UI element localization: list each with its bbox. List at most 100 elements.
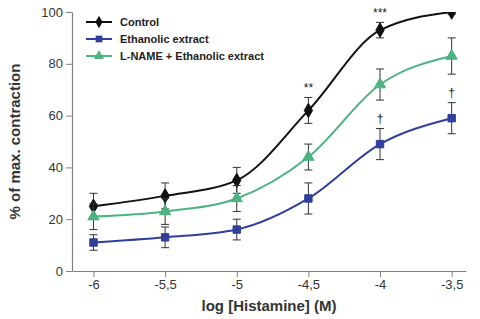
error-cap	[448, 74, 456, 75]
tick-mark	[66, 167, 72, 168]
plot-area: -6-5,5-5-4,5-4-3,5020406080100*****††Con…	[41, 5, 466, 293]
tick: 80	[49, 56, 72, 71]
tick-label: 40	[49, 160, 63, 175]
tick-mark	[237, 271, 238, 277]
tick-label: -5,5	[154, 277, 176, 292]
error-cap	[233, 211, 241, 212]
marker	[376, 23, 384, 37]
tick-mark	[66, 12, 72, 13]
x-axis-title: log [Histamine] (M)	[202, 297, 337, 314]
error-cap	[376, 100, 384, 101]
error-cap	[233, 219, 241, 220]
legend-label: Control	[120, 16, 159, 28]
error-bar	[376, 22, 384, 38]
error-bar	[376, 129, 384, 160]
tick-label: -4	[375, 277, 387, 292]
legend: Control Ethanolic extract L-NAME + Ethanol…	[86, 16, 264, 62]
error-cap	[304, 123, 312, 124]
error-cap	[89, 234, 97, 235]
error-cap	[376, 128, 384, 129]
marker	[161, 234, 168, 241]
error-cap	[448, 133, 456, 134]
series	[89, 103, 455, 251]
legend-label: Ethanolic extract	[120, 33, 209, 45]
legend-marker	[94, 50, 104, 59]
error-bar	[304, 97, 312, 123]
marker	[231, 192, 242, 202]
axis-line	[72, 13, 73, 272]
error-cap	[304, 97, 312, 98]
tick-label: 20	[49, 212, 63, 227]
chart: -6-5,5-5-4,5-4-3,5020406080100*****††Con…	[0, 0, 480, 319]
marker	[448, 114, 455, 121]
marker	[159, 205, 170, 215]
error-bar	[233, 219, 241, 240]
annotation: **	[304, 81, 314, 95]
series-line	[93, 12, 451, 206]
marker	[448, 12, 456, 19]
error-cap	[376, 68, 384, 69]
marker	[305, 195, 312, 202]
error-cap	[233, 239, 241, 240]
tick: -6	[88, 271, 100, 292]
tick-label: 80	[49, 56, 63, 71]
error-bar	[304, 183, 312, 214]
marker	[88, 210, 99, 220]
error-cap	[304, 214, 312, 215]
tick-mark	[66, 219, 72, 220]
annotation: †	[377, 112, 384, 126]
tick: 60	[49, 108, 72, 123]
annotation: ***	[373, 6, 387, 20]
error-cap	[161, 226, 169, 227]
tick-label: 60	[49, 108, 63, 123]
tick: -5	[231, 271, 243, 292]
tick-label: 0	[56, 264, 63, 279]
marker	[303, 151, 314, 161]
error-cap	[448, 37, 456, 38]
error-bar	[448, 103, 456, 134]
tick: 20	[49, 212, 72, 227]
error-cap	[89, 229, 97, 230]
tick: 100	[41, 5, 72, 20]
series	[88, 38, 457, 230]
marker	[304, 103, 312, 117]
error-cap	[233, 167, 241, 168]
marker	[446, 50, 457, 60]
tick-mark	[380, 271, 381, 277]
tick-mark	[165, 271, 166, 277]
error-cap	[304, 182, 312, 183]
series	[89, 12, 456, 219]
error-cap	[89, 193, 97, 194]
tick-mark	[66, 116, 72, 117]
tick-label: -5	[231, 277, 243, 292]
error-cap	[89, 250, 97, 251]
tick: -5,5	[154, 271, 176, 292]
tick-mark	[66, 64, 72, 65]
legend-item: L-NAME + Ethanolic extract	[86, 50, 264, 62]
tick: 40	[49, 160, 72, 175]
legend-marker	[96, 36, 103, 43]
error-cap	[233, 185, 241, 186]
marks	[88, 12, 457, 250]
annotations: *****††	[304, 6, 455, 126]
marker	[233, 226, 240, 233]
error-cap	[304, 169, 312, 170]
tick: -3,5	[441, 271, 463, 292]
marker	[90, 239, 97, 246]
legend-marker	[95, 16, 102, 28]
error-cap	[161, 182, 169, 183]
error-cap	[448, 102, 456, 103]
error-cap	[161, 224, 169, 225]
tick-label: 100	[41, 5, 63, 20]
y-axis-title: % of max. contraction	[6, 64, 23, 220]
tick-mark	[452, 271, 453, 277]
legend-label: L-NAME + Ethanolic extract	[120, 50, 264, 62]
error-cap	[161, 198, 169, 199]
annotation: †	[448, 86, 455, 100]
tick-mark	[308, 271, 309, 277]
tick-label: -3,5	[441, 277, 463, 292]
tick: -4,5	[298, 271, 320, 292]
marker	[374, 78, 385, 88]
error-cap	[89, 203, 97, 204]
y-axis: 0 20 40 60 80 100	[41, 5, 72, 279]
